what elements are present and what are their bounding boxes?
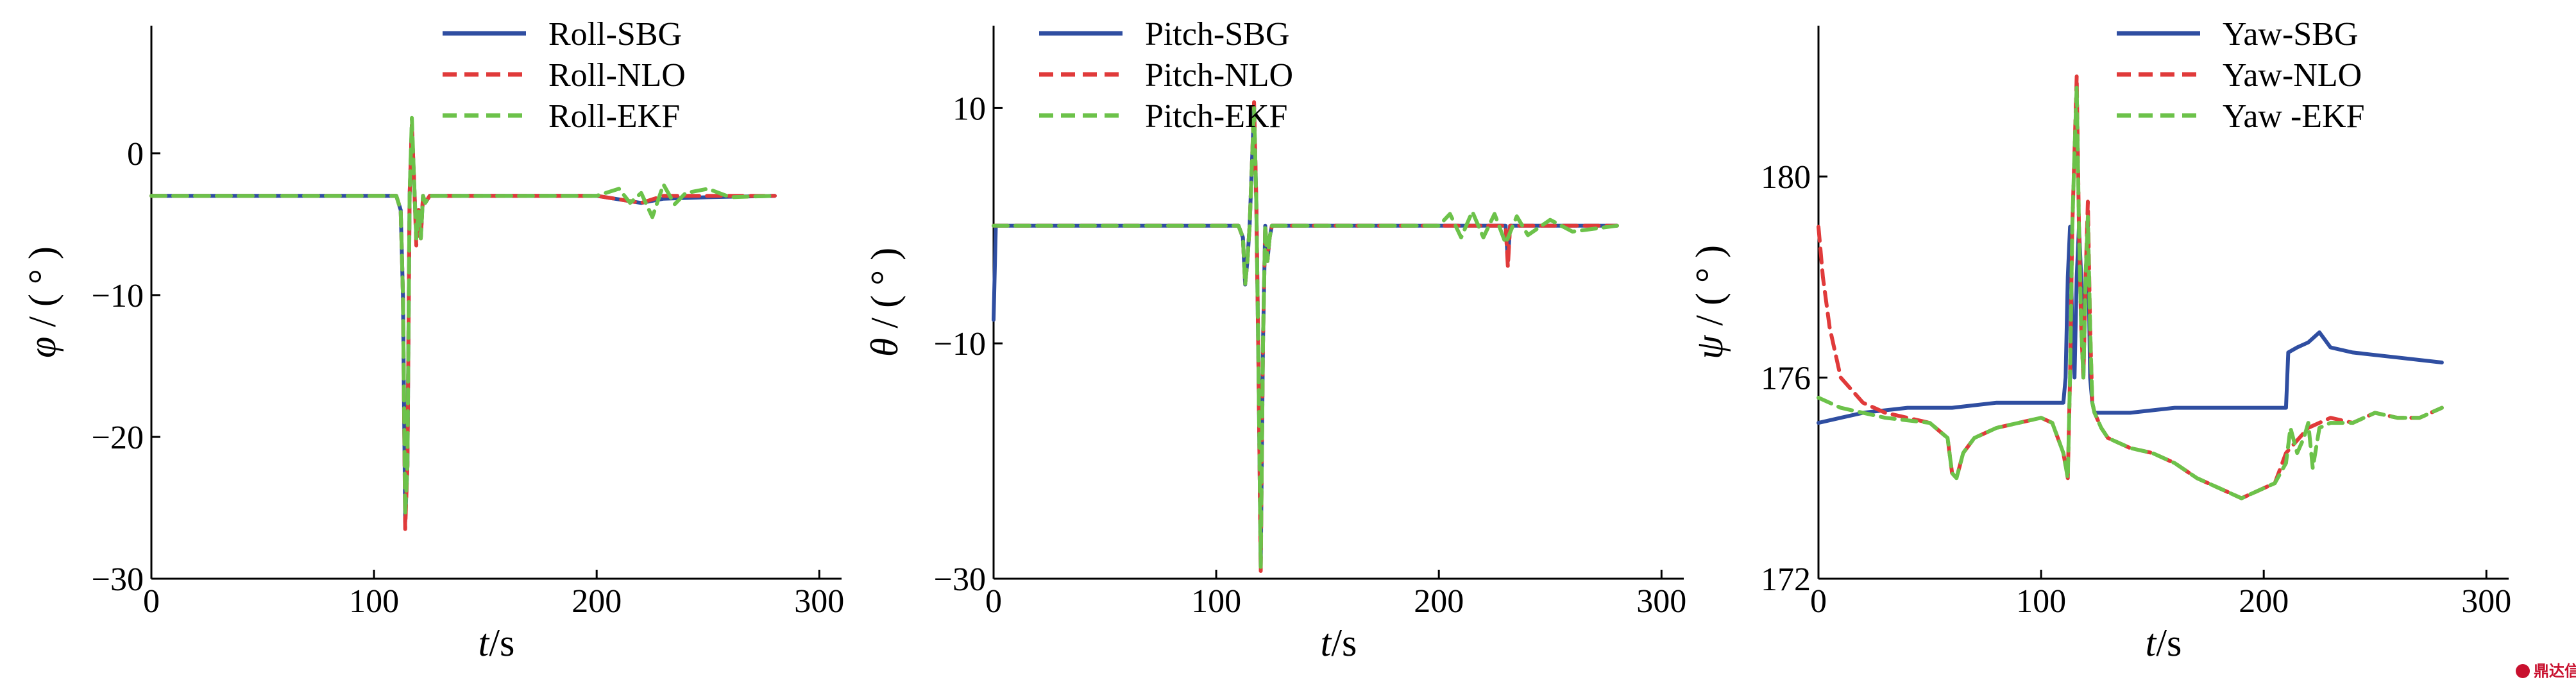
x-tick-label: 300 <box>1636 583 1686 620</box>
series-line-pitch-ekf <box>992 106 1619 569</box>
yaw-x-axis-title: t/s <box>2146 622 2182 664</box>
legend-label: Yaw -EKF <box>2223 98 2365 135</box>
series-line-yaw-nlo <box>1817 74 2444 500</box>
x-tick-label: 100 <box>1191 583 1241 620</box>
legend-label: Roll-NLO <box>548 57 686 94</box>
x-axis-unit: /s <box>1331 622 1357 664</box>
x-axis-unit: /s <box>489 622 514 664</box>
x-axis-symbol: t <box>2146 622 2157 664</box>
series-line-roll-sbg <box>149 123 777 524</box>
roll-series-group <box>149 115 777 531</box>
x-axis-symbol: t <box>479 622 490 664</box>
legend-label: Pitch-EKF <box>1145 98 1287 135</box>
x-tick-label: 0 <box>985 583 1002 620</box>
y-tick-label: −30 <box>934 561 986 598</box>
series-line-yaw-ekf <box>1817 84 2444 500</box>
yaw-series-group <box>1817 74 2444 500</box>
x-tick-label: 100 <box>2016 583 2066 620</box>
pitch-y-axis-title: θ / ( ° ) <box>863 248 906 357</box>
legend-label: Pitch-NLO <box>1145 57 1293 94</box>
watermark-logo-icon <box>2516 664 2530 678</box>
roll-chart-panel: 0 100 200 300 0 −10 −20 −30 t/s φ / ( ° ) Roll-SBG… <box>21 16 844 664</box>
legend-label: Roll-EKF <box>548 98 680 135</box>
y-axis-symbol: φ <box>21 337 64 358</box>
x-axis-symbol: t <box>1321 622 1332 664</box>
legend-label: Pitch-SBG <box>1145 16 1289 53</box>
legend-label: Roll-SBG <box>548 16 682 53</box>
watermark-text: 鼎达信 <box>2534 662 2576 680</box>
y-axis-symbol: θ <box>863 338 906 357</box>
series-line-pitch-sbg <box>992 106 1619 569</box>
x-tick-label: 0 <box>143 583 160 620</box>
y-tick-label: −10 <box>92 278 144 314</box>
x-tick-label: 100 <box>349 583 399 620</box>
y-tick-label: 180 <box>1761 159 1811 196</box>
y-tick-label: 176 <box>1761 361 1811 397</box>
pitch-series-group <box>992 100 1619 575</box>
yaw-y-axis-title: ψ / ( ° ) <box>1688 245 1731 359</box>
y-tick-label: 172 <box>1761 561 1811 598</box>
y-axis-unit: / ( ° ) <box>1688 245 1731 336</box>
y-axis-unit: / ( ° ) <box>21 246 64 337</box>
y-tick-label: 10 <box>953 90 986 127</box>
series-line-roll-nlo <box>149 123 777 531</box>
y-tick-label: 0 <box>127 136 144 173</box>
pitch-x-axis-title: t/s <box>1321 622 1357 664</box>
y-tick-label: −20 <box>92 420 144 456</box>
pitch-legend: Pitch-SBG Pitch-NLO Pitch-EKF <box>1039 16 1293 135</box>
y-tick-label: −10 <box>934 326 986 362</box>
yaw-legend: Yaw-SBG Yaw-NLO Yaw -EKF <box>2117 16 2365 135</box>
y-axis-unit: / ( ° ) <box>863 248 906 338</box>
roll-x-axis-title: t/s <box>479 622 515 664</box>
x-tick-label: 200 <box>2239 583 2289 620</box>
roll-legend: Roll-SBG Roll-NLO Roll-EKF <box>443 16 686 135</box>
y-tick-label: −30 <box>92 561 144 598</box>
x-tick-label: 0 <box>1810 583 1827 620</box>
legend-label: Yaw-NLO <box>2223 57 2362 94</box>
y-axis-symbol: ψ <box>1688 334 1731 359</box>
series-line-pitch-nlo <box>992 100 1619 575</box>
watermark: 鼎达信 <box>2516 662 2576 680</box>
x-tick-label: 300 <box>2461 583 2511 620</box>
x-tick-label: 300 <box>794 583 844 620</box>
series-line-roll-ekf <box>149 115 777 517</box>
x-axis-unit: /s <box>2156 622 2182 664</box>
series-line-yaw-sbg <box>1817 225 2444 425</box>
x-tick-label: 200 <box>1414 583 1464 620</box>
roll-y-axis-title: φ / ( ° ) <box>21 246 64 358</box>
legend-label: Yaw-SBG <box>2223 16 2358 53</box>
x-tick-label: 200 <box>572 583 622 620</box>
